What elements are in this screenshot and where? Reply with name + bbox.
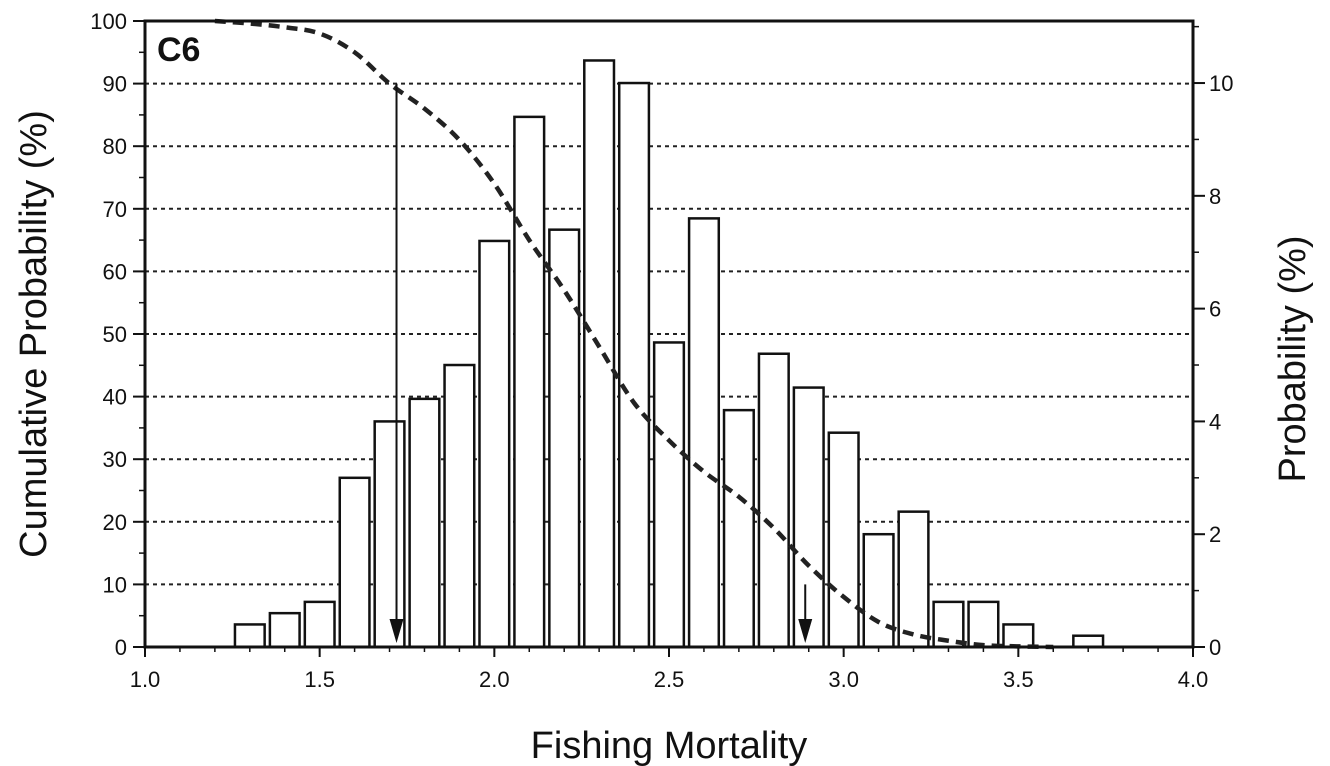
y-left-tick-label: 100 [90,9,127,34]
panel-label: C6 [157,31,200,69]
y-left-tick-label: 90 [103,72,127,97]
x-axis-title: Fishing Mortality [531,725,808,766]
probability-bar [513,115,546,649]
y-left-tick-label: 30 [103,447,127,472]
y-left-tick-label: 10 [103,572,127,597]
x-tick-label: 2.5 [654,667,685,692]
annotation-arrows [389,83,813,643]
probability-bar [757,352,790,649]
y-left-axis-title: Cumulative Probability (%) [13,110,55,558]
y-left-tick-label: 60 [103,259,127,284]
x-axis-ticks: 1.0 1.5 2.0 2.5 3.0 3.5 4.0 [130,647,1209,692]
probability-bar [792,386,825,649]
arrow-head [389,619,404,643]
y-left-tick-label: 40 [103,385,127,410]
probability-bar [617,81,651,649]
probability-bar [583,59,616,649]
y-right-tick-label: 10 [1209,71,1233,96]
y-right-tick-label: 2 [1209,522,1221,547]
y-left-tick-label: 70 [103,197,127,222]
probability-bar [478,239,511,649]
y-left-tick-label: 20 [103,510,127,535]
x-tick-label: 1.0 [130,667,161,692]
probability-bar [548,228,581,649]
probability-bar [303,600,336,649]
probability-bar [722,408,755,649]
probability-bar [233,623,266,649]
y-right-axis-ticks: 0 2 4 6 8 10 [1193,25,1233,660]
x-tick-label: 3.0 [828,667,859,692]
probability-bar [338,476,371,649]
y-left-axis-ticks: 0 10 20 30 40 50 60 70 80 90 100 [90,9,145,660]
cumulative-probability-line [214,18,1054,650]
probability-bar [408,397,441,649]
y-right-tick-label: 8 [1209,184,1221,209]
y-right-tick-label: 0 [1209,635,1221,660]
probability-bar [967,600,1000,649]
y-left-tick-label: 80 [103,134,127,159]
y-left-tick-label: 0 [115,635,127,660]
arrow-head [798,619,813,643]
x-tick-label: 2.0 [479,667,510,692]
probability-bars [233,59,1105,649]
y-right-tick-label: 4 [1209,409,1221,434]
probability-bar [1072,634,1105,649]
y-right-axis-title: Probability (%) [1272,235,1314,482]
y-left-tick-label: 50 [103,322,127,347]
x-tick-label: 4.0 [1178,667,1209,692]
probability-bar [373,420,406,649]
probability-bar [687,217,721,649]
probability-bar [652,341,686,649]
probability-bar [862,532,895,649]
probability-bar [443,363,476,649]
y-right-tick-label: 6 [1209,297,1221,322]
cumulative-curve [214,18,1054,650]
probability-bar [897,510,930,649]
probability-bar [1002,623,1035,649]
probability-bar [827,431,860,649]
x-tick-label: 1.5 [304,667,335,692]
probability-bar [268,611,301,649]
x-tick-label: 3.5 [1003,667,1034,692]
